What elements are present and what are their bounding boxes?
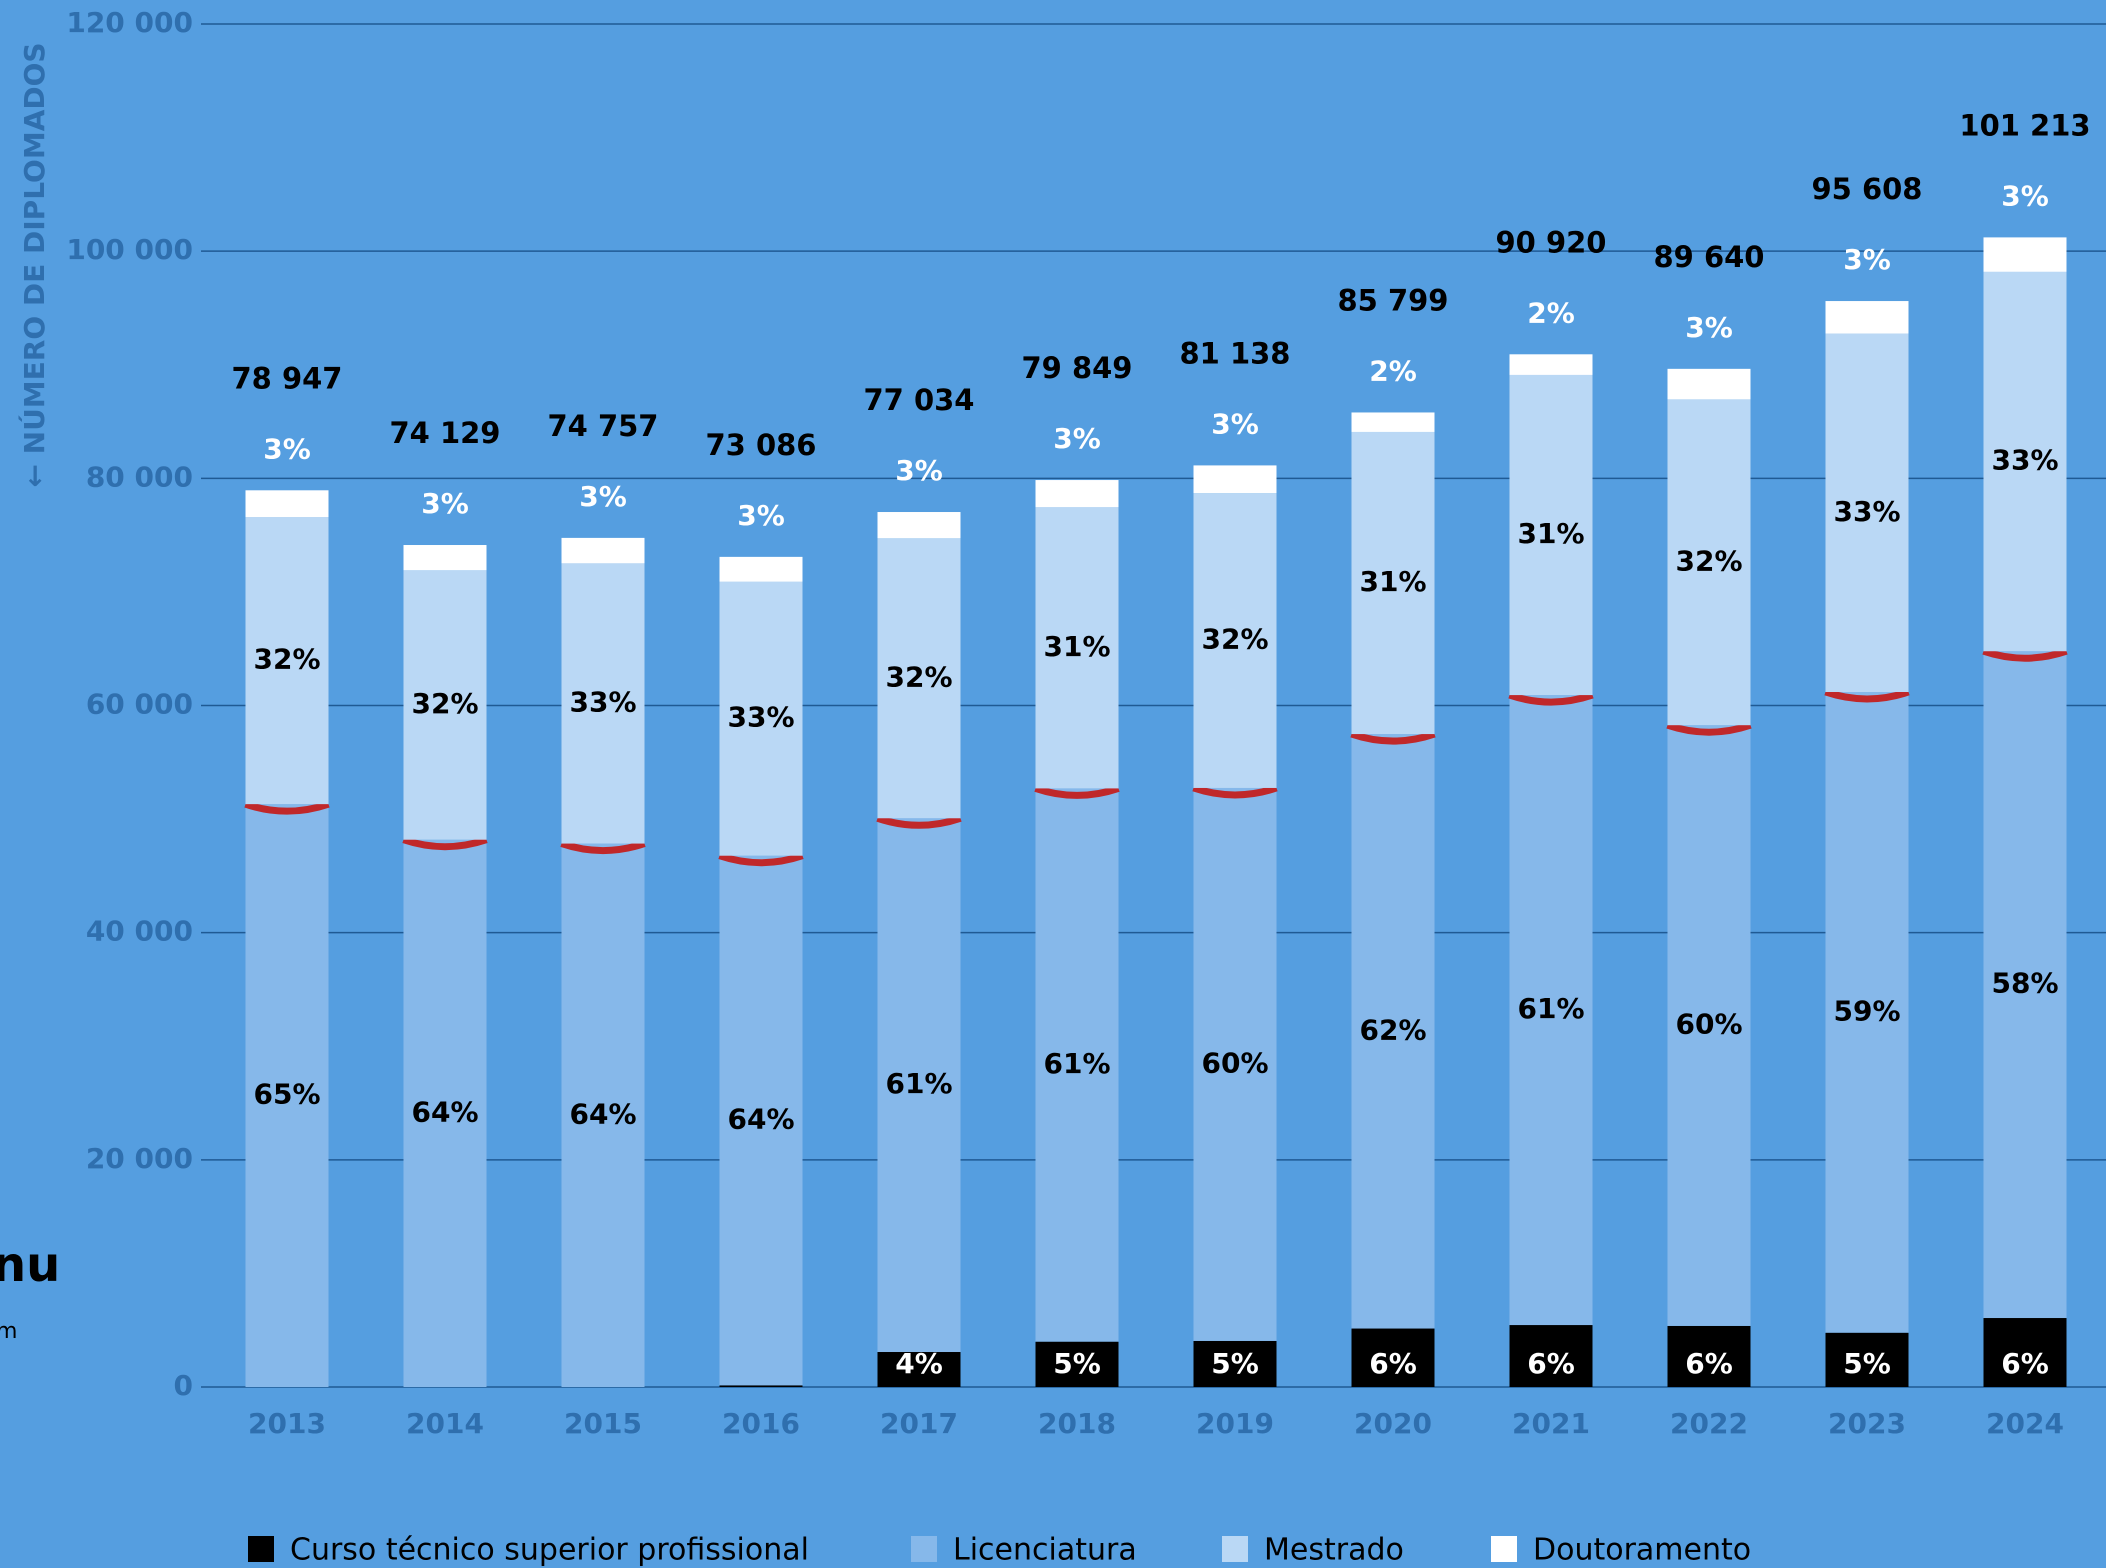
share-label: 5% xyxy=(1843,1347,1891,1380)
legend-label: Mestrado xyxy=(1264,1533,1404,1568)
y-tick-label: 20 000 xyxy=(86,1142,193,1175)
x-tick-label: 2016 xyxy=(722,1407,800,1440)
share-label: 64% xyxy=(569,1097,636,1130)
share-label: 32% xyxy=(253,643,320,676)
x-tick-label: 2023 xyxy=(1828,1407,1906,1440)
legend-swatch xyxy=(911,1536,937,1562)
total-label: 95 608 xyxy=(1812,172,1923,206)
share-label: 60% xyxy=(1675,1008,1742,1041)
share-label: 3% xyxy=(737,499,785,532)
bar-segment xyxy=(562,538,645,563)
legend-label: Doutoramento xyxy=(1533,1533,1751,1568)
x-tick-label: 2022 xyxy=(1670,1407,1748,1440)
legend-label: Curso técnico superior profissional xyxy=(290,1533,809,1568)
share-label: 32% xyxy=(1675,544,1742,577)
total-label: 79 849 xyxy=(1022,351,1133,385)
share-label: 59% xyxy=(1833,994,1900,1027)
total-label: 89 640 xyxy=(1654,240,1765,274)
x-tick-label: 2018 xyxy=(1038,1407,1116,1440)
total-label: 101 213 xyxy=(1959,108,2090,142)
share-label: 5% xyxy=(1211,1347,1259,1380)
total-label: 78 947 xyxy=(232,361,343,395)
bar-segment xyxy=(1510,354,1593,375)
share-label: 58% xyxy=(1991,967,2058,1000)
share-label: 64% xyxy=(727,1103,794,1136)
share-label: 3% xyxy=(1843,243,1891,276)
bar-segment xyxy=(404,545,487,570)
share-label: 2% xyxy=(1527,296,1575,329)
x-tick-label: 2024 xyxy=(1986,1407,2064,1440)
share-label: 33% xyxy=(1833,495,1900,528)
legend-swatch xyxy=(1222,1536,1248,1562)
share-label: 2% xyxy=(1369,354,1417,387)
y-tick-label: 40 000 xyxy=(86,915,193,948)
total-label: 90 920 xyxy=(1496,225,1607,259)
share-label: 61% xyxy=(1043,1047,1110,1080)
share-label: 31% xyxy=(1043,630,1110,663)
y-axis-label: ← NÚMERO DE DIPLOMADOS xyxy=(17,42,51,487)
bar-segment xyxy=(720,1385,803,1387)
share-label: 32% xyxy=(885,660,952,693)
bar-segment xyxy=(1826,301,1909,334)
share-label: 31% xyxy=(1359,565,1426,598)
y-tick-label: 60 000 xyxy=(86,688,193,721)
share-label: 6% xyxy=(1685,1347,1733,1380)
bar-segment xyxy=(1036,480,1119,507)
share-label: 3% xyxy=(421,487,469,520)
bar-segment xyxy=(720,557,803,582)
cropped-text: nu xyxy=(0,1237,60,1293)
total-label: 74 129 xyxy=(390,416,501,450)
y-tick-label: 100 000 xyxy=(66,233,193,266)
bar-segment xyxy=(1984,237,2067,271)
share-label: 6% xyxy=(1527,1347,1575,1380)
cropped-text: m xyxy=(0,1319,17,1344)
share-label: 3% xyxy=(263,432,311,465)
share-label: 60% xyxy=(1201,1046,1268,1079)
legend-label: Licenciatura xyxy=(953,1533,1137,1568)
share-label: 5% xyxy=(1053,1347,1101,1380)
x-tick-label: 2019 xyxy=(1196,1407,1274,1440)
total-label: 77 034 xyxy=(864,383,975,417)
chart: ← NÚMERO DE DIPLOMADOS nu m 0 20 000 40 00… xyxy=(0,0,2106,1568)
y-tick-label: 0 xyxy=(174,1369,193,1402)
share-label: 61% xyxy=(1517,992,1584,1025)
share-label: 62% xyxy=(1359,1013,1426,1046)
x-tick-label: 2017 xyxy=(880,1407,958,1440)
total-label: 81 138 xyxy=(1180,336,1291,370)
bar-segment xyxy=(1668,369,1751,400)
bar-segment xyxy=(1194,465,1277,493)
bar-segment xyxy=(878,512,961,538)
share-label: 6% xyxy=(1369,1347,1417,1380)
share-label: 3% xyxy=(1211,407,1259,440)
x-tick-label: 2020 xyxy=(1354,1407,1432,1440)
share-label: 33% xyxy=(727,701,794,734)
share-label: 3% xyxy=(895,454,943,487)
share-label: 3% xyxy=(1053,422,1101,455)
share-label: 32% xyxy=(411,687,478,720)
x-tick-label: 2013 xyxy=(248,1407,326,1440)
share-label: 3% xyxy=(1685,311,1733,344)
share-label: 3% xyxy=(579,480,627,513)
share-label: 6% xyxy=(2001,1347,2049,1380)
share-label: 3% xyxy=(2001,179,2049,212)
total-label: 85 799 xyxy=(1338,283,1449,317)
x-tick-label: 2014 xyxy=(406,1407,484,1440)
share-label: 33% xyxy=(569,685,636,718)
share-label: 64% xyxy=(411,1095,478,1128)
bar-segment xyxy=(246,490,329,517)
share-label: 65% xyxy=(253,1078,320,1111)
legend-swatch xyxy=(248,1536,274,1562)
y-tick-label: 120 000 xyxy=(66,6,193,39)
share-label: 33% xyxy=(1991,444,2058,477)
share-label: 61% xyxy=(885,1067,952,1100)
x-tick-label: 2015 xyxy=(564,1407,642,1440)
y-tick-label: 80 000 xyxy=(86,460,193,493)
bar-segment xyxy=(1352,412,1435,431)
x-tick-label: 2021 xyxy=(1512,1407,1590,1440)
share-label: 32% xyxy=(1201,623,1268,656)
legend-swatch xyxy=(1491,1536,1517,1562)
total-label: 73 086 xyxy=(706,428,817,462)
share-label: 31% xyxy=(1517,517,1584,550)
total-label: 74 757 xyxy=(548,409,659,443)
